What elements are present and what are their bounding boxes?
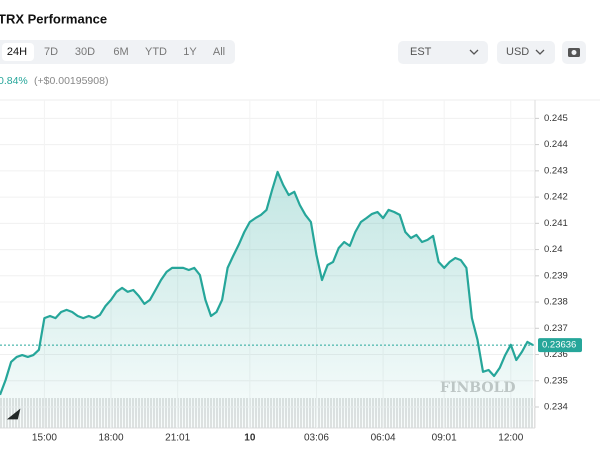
x-tick-label: 03:06	[304, 433, 329, 444]
y-tick-label: 0.237	[544, 323, 568, 334]
timeframe-selected[interactable]	[2, 43, 34, 61]
y-tick-label: 0.243	[544, 165, 568, 176]
y-tick-label: 0.24	[544, 244, 563, 255]
timeframe-button[interactable]: 1Y	[183, 46, 197, 58]
x-tick-label: 06:04	[371, 433, 396, 444]
currency-select[interactable]	[497, 41, 555, 64]
price-line	[0, 170, 534, 396]
y-tick-label: 0.242	[544, 192, 568, 203]
timeframe-button[interactable]: 24H	[7, 46, 27, 58]
y-tick-label: 0.238	[544, 297, 568, 308]
change-amount: (+$0.00195908)	[34, 75, 108, 87]
chart-title: TRX Performance	[0, 11, 107, 26]
y-tick-label: 0.245	[544, 113, 568, 124]
last-price-label: 0.23636	[542, 340, 576, 351]
currency-text: USD	[506, 46, 529, 58]
y-tick-label: 0.235	[544, 375, 568, 386]
chevron	[535, 49, 545, 55]
y-tick-label: 0.244	[544, 139, 568, 150]
last-price-box	[538, 338, 582, 353]
y-tick-label: 0.234	[544, 402, 568, 413]
timezone-text: EST	[410, 46, 432, 58]
chevron	[469, 49, 479, 55]
timeframe-button[interactable]: 30D	[75, 46, 95, 58]
timeframe-button[interactable]: All	[213, 46, 225, 58]
x-tick-label: 12:00	[498, 433, 523, 444]
x-tick-label: 10	[244, 433, 256, 444]
y-tick-label: 0.236	[544, 349, 568, 360]
x-tick-label: 21:01	[165, 433, 190, 444]
timeframe-button[interactable]: 6M	[113, 46, 128, 58]
timeframe-button[interactable]: YTD	[145, 46, 167, 58]
x-tick-label: 09:01	[432, 433, 457, 444]
y-tick-label: 0.241	[544, 218, 568, 229]
timeframe-button[interactable]: 7D	[44, 46, 58, 58]
x-tick-label: 15:00	[32, 433, 57, 444]
y-tick-label: 0.239	[544, 270, 568, 281]
camera-lens	[571, 50, 577, 55]
change-percent: 0.84%	[0, 75, 28, 87]
x-tick-label: 18:00	[99, 433, 124, 444]
timezone-select[interactable]	[398, 41, 488, 64]
area-fill	[0, 171, 533, 428]
timeframe-group	[0, 40, 235, 64]
